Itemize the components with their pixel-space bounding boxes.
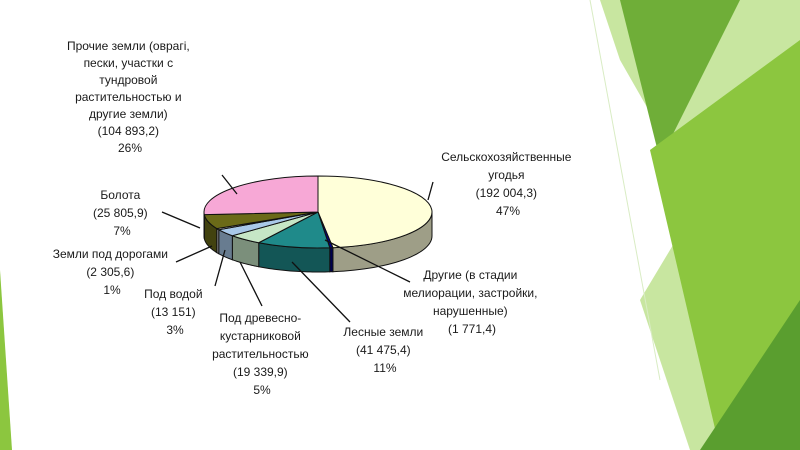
- pie-slice-0: [317, 175, 433, 249]
- pie-chart: [203, 175, 433, 273]
- slice-label-shrub: Под древесно- кустарниковой растительнос…: [212, 311, 312, 397]
- slice-label-water: Под водой (13 151) 3%: [144, 287, 206, 337]
- green-shape-top: [620, 0, 740, 160]
- pie-slice-2: [257, 211, 331, 249]
- green-shape-left: [0, 270, 12, 450]
- slice-label-roads: Земли под дорогами (2 305,6) 1%: [53, 247, 172, 297]
- theme-thin-line: [589, 0, 661, 381]
- leader-line-water: [214, 249, 226, 287]
- leader-line-shrub: [239, 261, 263, 307]
- leader-line-roads: [175, 245, 213, 263]
- leader-lines: [161, 174, 434, 323]
- leader-line-other-lands: [221, 174, 238, 195]
- slice-label-agri: Сельскохозяйственные угодья (192 004,3) …: [441, 150, 575, 218]
- green-shape-bottom: [700, 300, 800, 450]
- slice-label-other-dev: Другие (в стадии мелиорации, застройки, …: [403, 268, 541, 336]
- leader-line-forest: [291, 261, 351, 323]
- pie-slice-7: [203, 175, 319, 216]
- green-shape-mid: [650, 40, 800, 450]
- leader-line-swamp: [161, 211, 201, 229]
- leader-line-agri: [427, 181, 434, 201]
- slice-label-forest: Лесные земли (41 475,4) 11%: [343, 325, 426, 375]
- slice-label-other-lands: Прочие земли (оврагі, пески, участки с т…: [67, 39, 193, 155]
- slice-label-swamp: Болота (25 805,9) 7%: [93, 188, 151, 238]
- leader-line-other-dev: [324, 239, 411, 283]
